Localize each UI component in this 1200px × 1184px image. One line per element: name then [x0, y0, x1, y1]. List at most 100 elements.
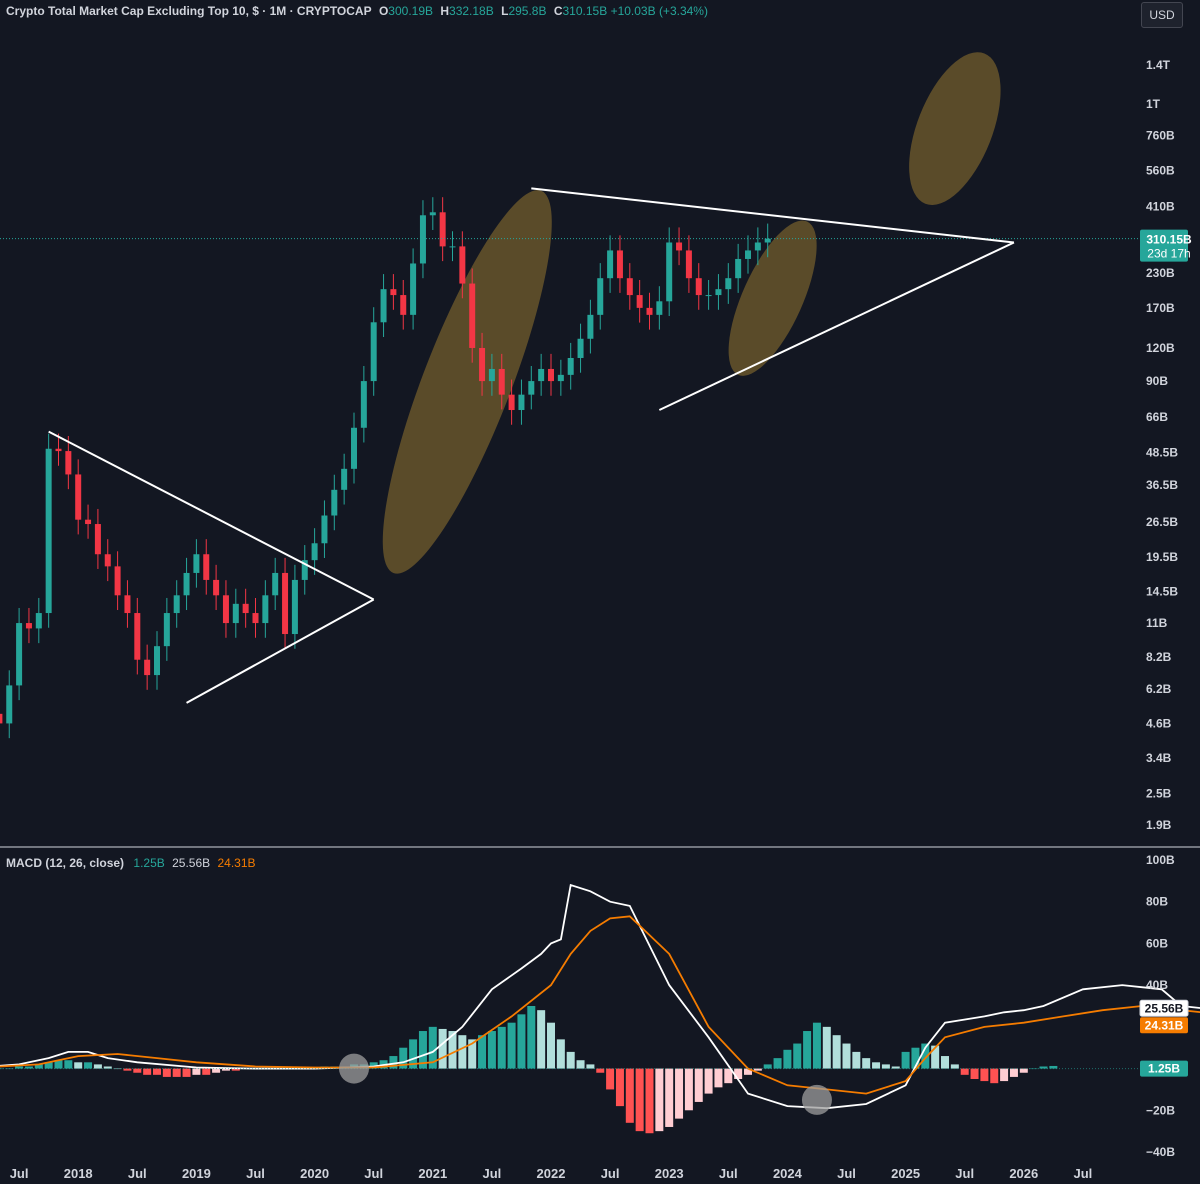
crossover-marker-1	[339, 1053, 369, 1084]
price-axis-tick: 2.5B	[1146, 787, 1172, 801]
candle	[341, 453, 348, 505]
macd-histogram-bar	[409, 1039, 418, 1069]
price-axis-tick: 4.6B	[1146, 716, 1172, 730]
candle	[705, 279, 712, 310]
macd-axis-tick: 80B	[1146, 895, 1168, 909]
candle	[616, 235, 623, 293]
candle	[16, 607, 23, 701]
price-axis-tick: 760B	[1146, 128, 1175, 142]
macd-histogram-bar	[842, 1043, 851, 1069]
macd-histogram-bar	[950, 1064, 959, 1069]
macd-histogram-bar	[182, 1068, 191, 1077]
macd-hist-value: 1.25B	[133, 856, 165, 870]
macd-histogram-bar	[921, 1043, 930, 1069]
candle	[745, 235, 751, 274]
high-label: H	[440, 4, 450, 18]
macd-histogram-bar	[527, 1006, 536, 1069]
candle	[301, 545, 308, 595]
macd-histogram-bar	[901, 1051, 910, 1069]
price-axis-tick: 36.5B	[1146, 478, 1178, 492]
macd-histogram-bar	[1049, 1065, 1058, 1069]
time-axis-tick: Jul	[837, 1166, 856, 1181]
macd-histogram-bar	[221, 1068, 230, 1071]
svg-text:25.56B: 25.56B	[1145, 1001, 1184, 1015]
macd-histogram-bar	[389, 1056, 398, 1069]
macd-histogram-bar	[497, 1026, 506, 1069]
trendline-1[interactable]	[48, 430, 375, 601]
macd-histogram-bar	[714, 1068, 723, 1088]
trendline-2[interactable]	[186, 598, 375, 704]
macd-histogram-bar	[990, 1068, 999, 1084]
price-axis-tick: 1.4T	[1146, 58, 1171, 72]
time-axis-tick: 2022	[537, 1166, 566, 1181]
candle	[104, 539, 111, 582]
candle	[449, 231, 456, 262]
macd-histogram-bar	[202, 1068, 211, 1075]
macd-histogram-bar	[891, 1066, 900, 1069]
candle	[498, 353, 505, 410]
macd-axis-tick: 40B	[1146, 978, 1168, 992]
candle	[75, 459, 82, 535]
candle	[715, 274, 722, 310]
macd-histogram-bar	[822, 1026, 831, 1069]
candle	[351, 412, 357, 484]
macd-histogram-bar	[172, 1068, 181, 1077]
candle	[25, 607, 32, 644]
candle	[685, 235, 692, 293]
close-label: C	[553, 4, 563, 18]
time-axis-tick: Jul	[955, 1166, 974, 1181]
currency-button[interactable]: USD	[1141, 2, 1183, 28]
candle	[410, 248, 417, 330]
macd-histogram-bar	[586, 1064, 595, 1069]
low-label: L	[501, 4, 509, 18]
price-axis-tick: 170B	[1146, 301, 1175, 315]
macd-histogram-bar	[0, 1068, 4, 1070]
macd-histogram-bar	[34, 1064, 43, 1069]
candle	[459, 231, 466, 299]
candle	[124, 580, 131, 628]
macd-histogram-bar	[133, 1068, 142, 1073]
candle	[538, 353, 545, 396]
macd-histogram-bar	[655, 1068, 664, 1132]
price-axis-tick: 410B	[1146, 200, 1175, 214]
price-axis-tick: 66B	[1146, 410, 1168, 424]
axes-layer: 1.4T 1T 760B 560B 410B 230B 170B 120B 90B 66B 48.5…	[10, 58, 1192, 1181]
macd-histogram-bar	[970, 1068, 979, 1079]
macd-histogram-bar	[448, 1031, 457, 1069]
price-axis-tick: 1.9B	[1146, 818, 1172, 832]
macd-histogram-bar	[1019, 1068, 1028, 1073]
time-axis-tick: 2025	[891, 1166, 920, 1181]
macd-histogram-bar	[803, 1031, 812, 1069]
time-axis-tick: Jul	[483, 1166, 502, 1181]
candle	[85, 504, 92, 539]
macd-axis-tick: −40B	[1146, 1145, 1175, 1159]
time-axis-tick: 2021	[418, 1166, 447, 1181]
macd-header: MACD (12, 26, close) 1.25B 25.56B 24.31B	[6, 856, 256, 870]
candle	[321, 500, 328, 558]
macd-histogram-bar	[24, 1066, 33, 1069]
candle	[55, 433, 62, 466]
highlight-ellipse-2	[728, 220, 817, 376]
macd-histogram-bar	[783, 1049, 792, 1069]
candle	[45, 433, 52, 628]
macd-histogram-bar	[881, 1064, 890, 1069]
svg-text:1.25B: 1.25B	[1148, 1062, 1180, 1076]
candle	[380, 274, 387, 338]
macd-histogram-bar	[517, 1014, 526, 1069]
macd-histogram-bar	[941, 1056, 949, 1069]
macd-histogram-bar	[862, 1058, 871, 1069]
candle	[193, 539, 200, 588]
macd-title: MACD (12, 26, close)	[6, 856, 125, 870]
candle	[173, 580, 180, 628]
open-label: O	[378, 4, 389, 18]
time-axis-tick: 2019	[182, 1166, 211, 1181]
macd-axis-tick: 60B	[1146, 936, 1168, 950]
time-axis-tick: 2024	[773, 1166, 803, 1181]
macd-histogram-bar	[1039, 1066, 1048, 1069]
trendline-4[interactable]	[658, 241, 1015, 411]
macd-histogram-bar	[665, 1068, 674, 1127]
candle	[607, 235, 614, 293]
macd-histogram-bar	[960, 1068, 969, 1075]
trendline-3[interactable]	[531, 187, 1015, 244]
